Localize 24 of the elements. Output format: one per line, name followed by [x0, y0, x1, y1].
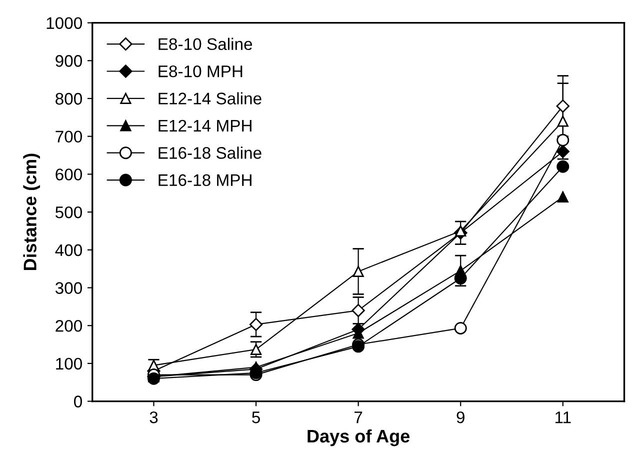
y-tick-label: 1000 — [46, 17, 82, 30]
x-tick-label: 11 — [556, 412, 571, 424]
y-tick-label: 800 — [56, 92, 82, 105]
y-tick-label: 400 — [55, 244, 82, 256]
y-tick-label: 500 — [56, 206, 82, 218]
x-tick-label: 7 — [354, 412, 362, 424]
legend-label: E12-14 MPH — [158, 120, 252, 132]
y-tick-label: 0 — [74, 396, 82, 408]
legend-label: E16-18 MPH — [158, 174, 252, 186]
legend-label: E12-14 Saline — [158, 92, 262, 104]
x-tick-label: 3 — [150, 411, 158, 424]
x-tick-label: 5 — [252, 412, 260, 424]
legend-label: E16-18 Saline — [158, 146, 262, 159]
y-tick-label: 100 — [56, 358, 82, 370]
y-tick-label: 900 — [56, 55, 82, 67]
legend-label: E8-10 Saline — [158, 38, 252, 50]
y-tick-label: 700 — [56, 130, 82, 143]
y-tick-label: 600 — [56, 168, 82, 180]
x-tick-label: 9 — [456, 411, 464, 424]
y-axis-title: Distance (cm) — [23, 154, 40, 270]
y-tick-label: 300 — [55, 282, 82, 294]
legend-label: E8-10 MPH — [158, 65, 242, 78]
y-tick-label: 200 — [56, 320, 82, 332]
x-axis-title: Days of Age — [308, 429, 410, 446]
